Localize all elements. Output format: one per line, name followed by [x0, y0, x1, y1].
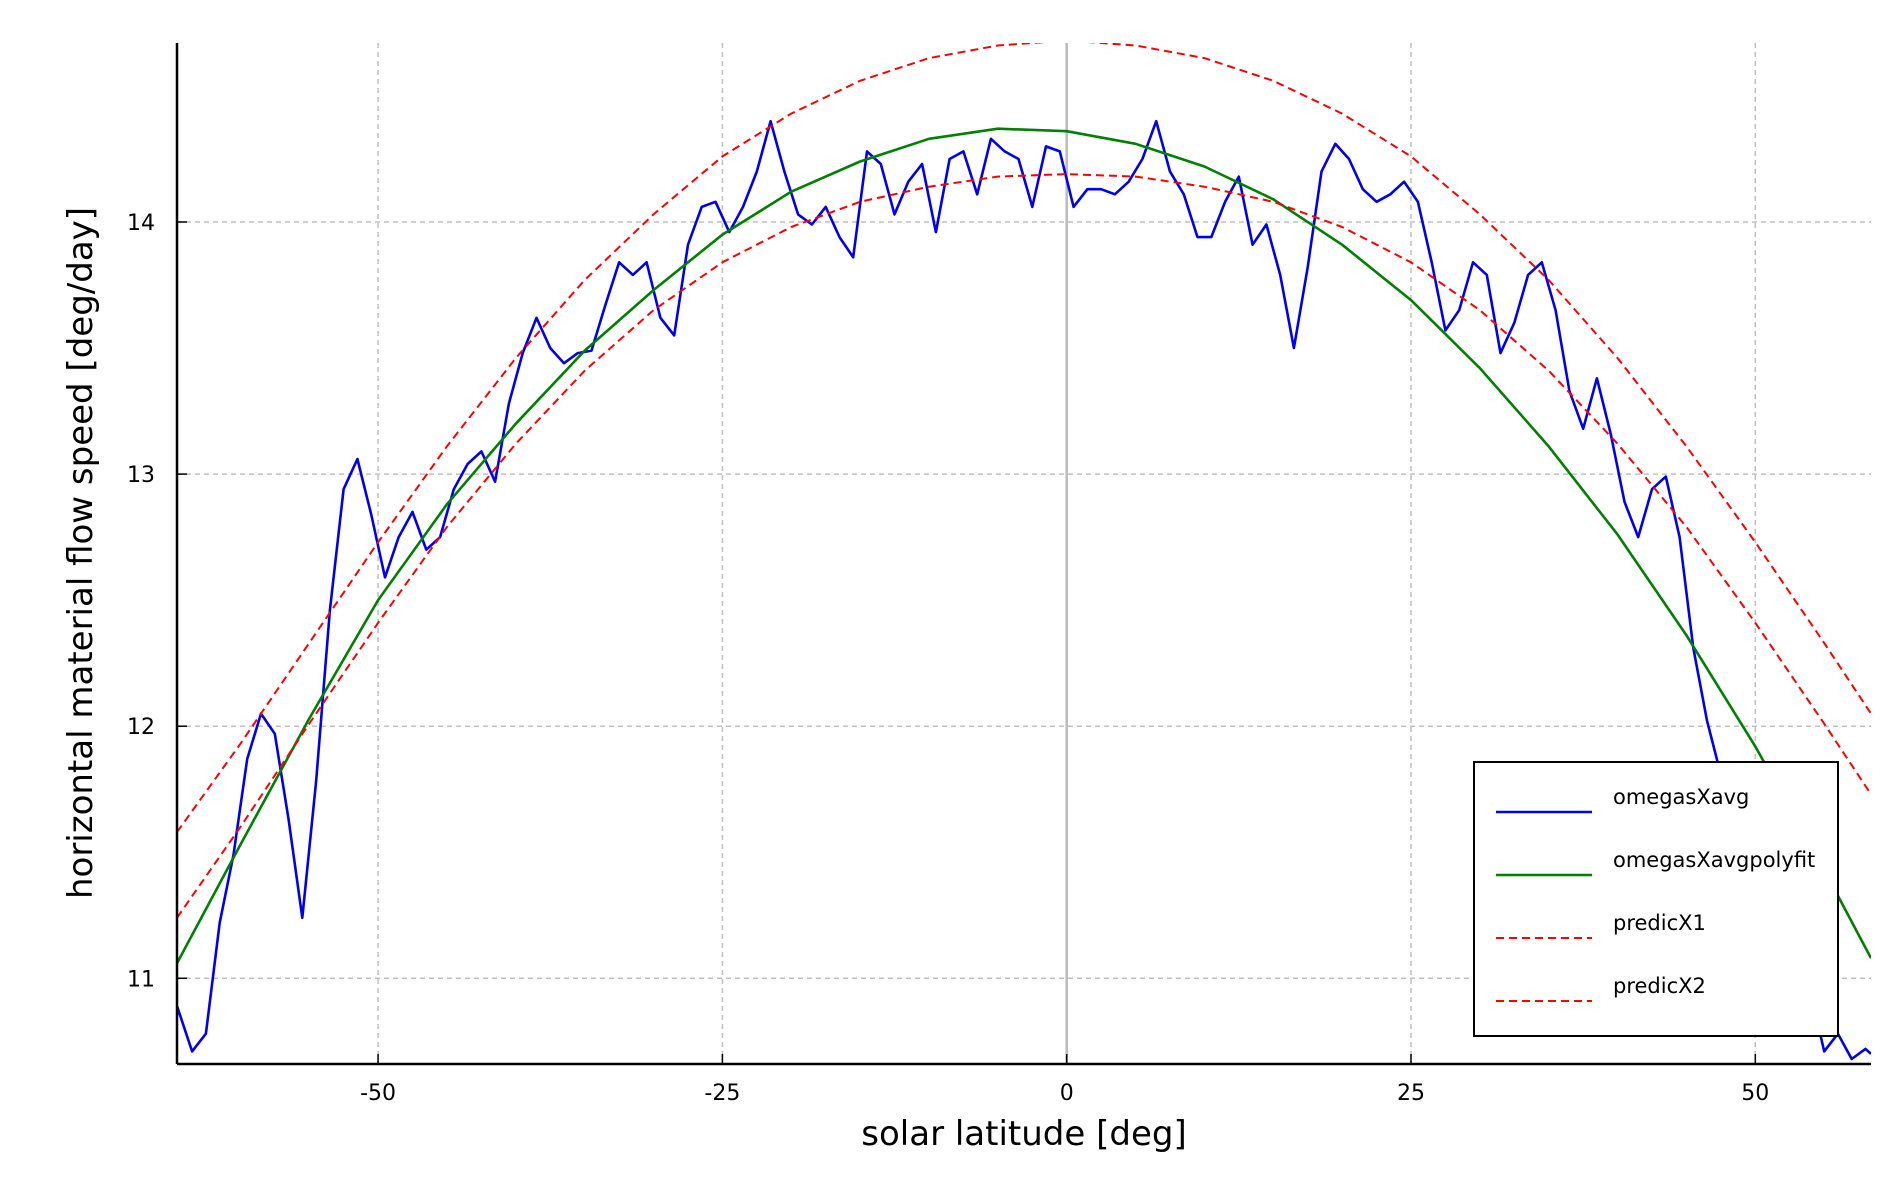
- series-line: [177, 173, 1871, 919]
- series-line: [177, 119, 1871, 1061]
- x-tick-label: -50: [360, 1081, 396, 1106]
- y-tick-label: 14: [127, 211, 155, 236]
- y-tick-label: 13: [127, 463, 155, 488]
- x-tick-label: 50: [1741, 1081, 1769, 1106]
- x-tick-label: 0: [1060, 1081, 1074, 1106]
- series-line: [177, 127, 1871, 964]
- legend-label: omegasXavgpolyfit: [1613, 848, 1815, 872]
- x-axis-label: solar latitude [deg]: [861, 1114, 1186, 1154]
- legend: omegasXavg omegasXavgpolyfit predicX1 predi…: [1473, 761, 1839, 1037]
- plot-lines: [177, 43, 1871, 1061]
- legend-label: predicX2: [1613, 974, 1706, 998]
- y-tick-label: 11: [127, 967, 155, 992]
- axes: -50 -25 0 25 50 11 12 13 14: [127, 43, 1871, 1106]
- legend-label: predicX1: [1613, 911, 1706, 935]
- x-tick-label: -25: [704, 1081, 740, 1106]
- legend-box: [1473, 761, 1839, 1037]
- legend-label: omegasXavg: [1613, 785, 1749, 809]
- y-axis-label: horizontal material flow speed [deg/day]: [61, 207, 101, 899]
- y-tick-label: 12: [127, 715, 155, 740]
- series-line: [177, 43, 1871, 833]
- x-tick-label: 25: [1397, 1081, 1425, 1106]
